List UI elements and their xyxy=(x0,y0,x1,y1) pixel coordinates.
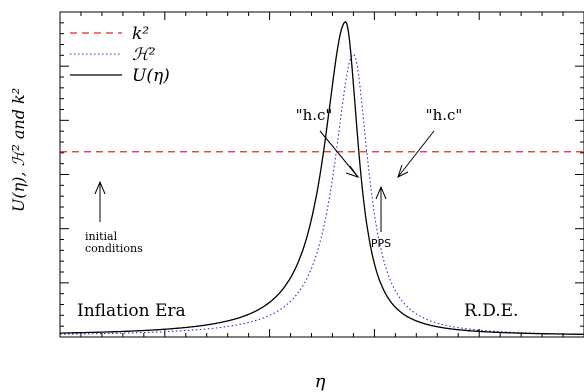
y-axis-label: U(η), ℋ² and k² xyxy=(9,88,28,212)
series-h2-curve xyxy=(60,53,584,335)
annotation-arrows xyxy=(94,130,435,232)
pps-arrowhead xyxy=(375,185,387,200)
hc-left-arrowhead xyxy=(345,165,360,178)
hc-left-arrow xyxy=(319,130,359,178)
hc-right-label: "h.c" xyxy=(426,106,463,124)
x-axis-label: η xyxy=(315,371,326,392)
legend-u-label: U(η) xyxy=(132,66,170,86)
legend: k² ℋ² U(η) xyxy=(70,24,170,86)
hc-right-arrowhead xyxy=(397,164,409,178)
initial-conditions-arrowhead xyxy=(94,180,106,195)
series-u-curve xyxy=(60,20,584,335)
axis-ticks xyxy=(60,12,584,337)
pps-label: PPS xyxy=(371,237,391,250)
conditions-label: conditions xyxy=(85,242,143,255)
hc-right-arrow xyxy=(397,130,435,178)
legend-k2-label: k² xyxy=(132,24,149,44)
hc-left-label: "h.c" xyxy=(296,106,333,124)
inflation-era-label: Inflation Era xyxy=(77,301,186,321)
initial-label: initial xyxy=(85,230,118,243)
rde-label: R.D.E. xyxy=(464,301,518,321)
legend-h2-label: ℋ² xyxy=(132,45,156,65)
